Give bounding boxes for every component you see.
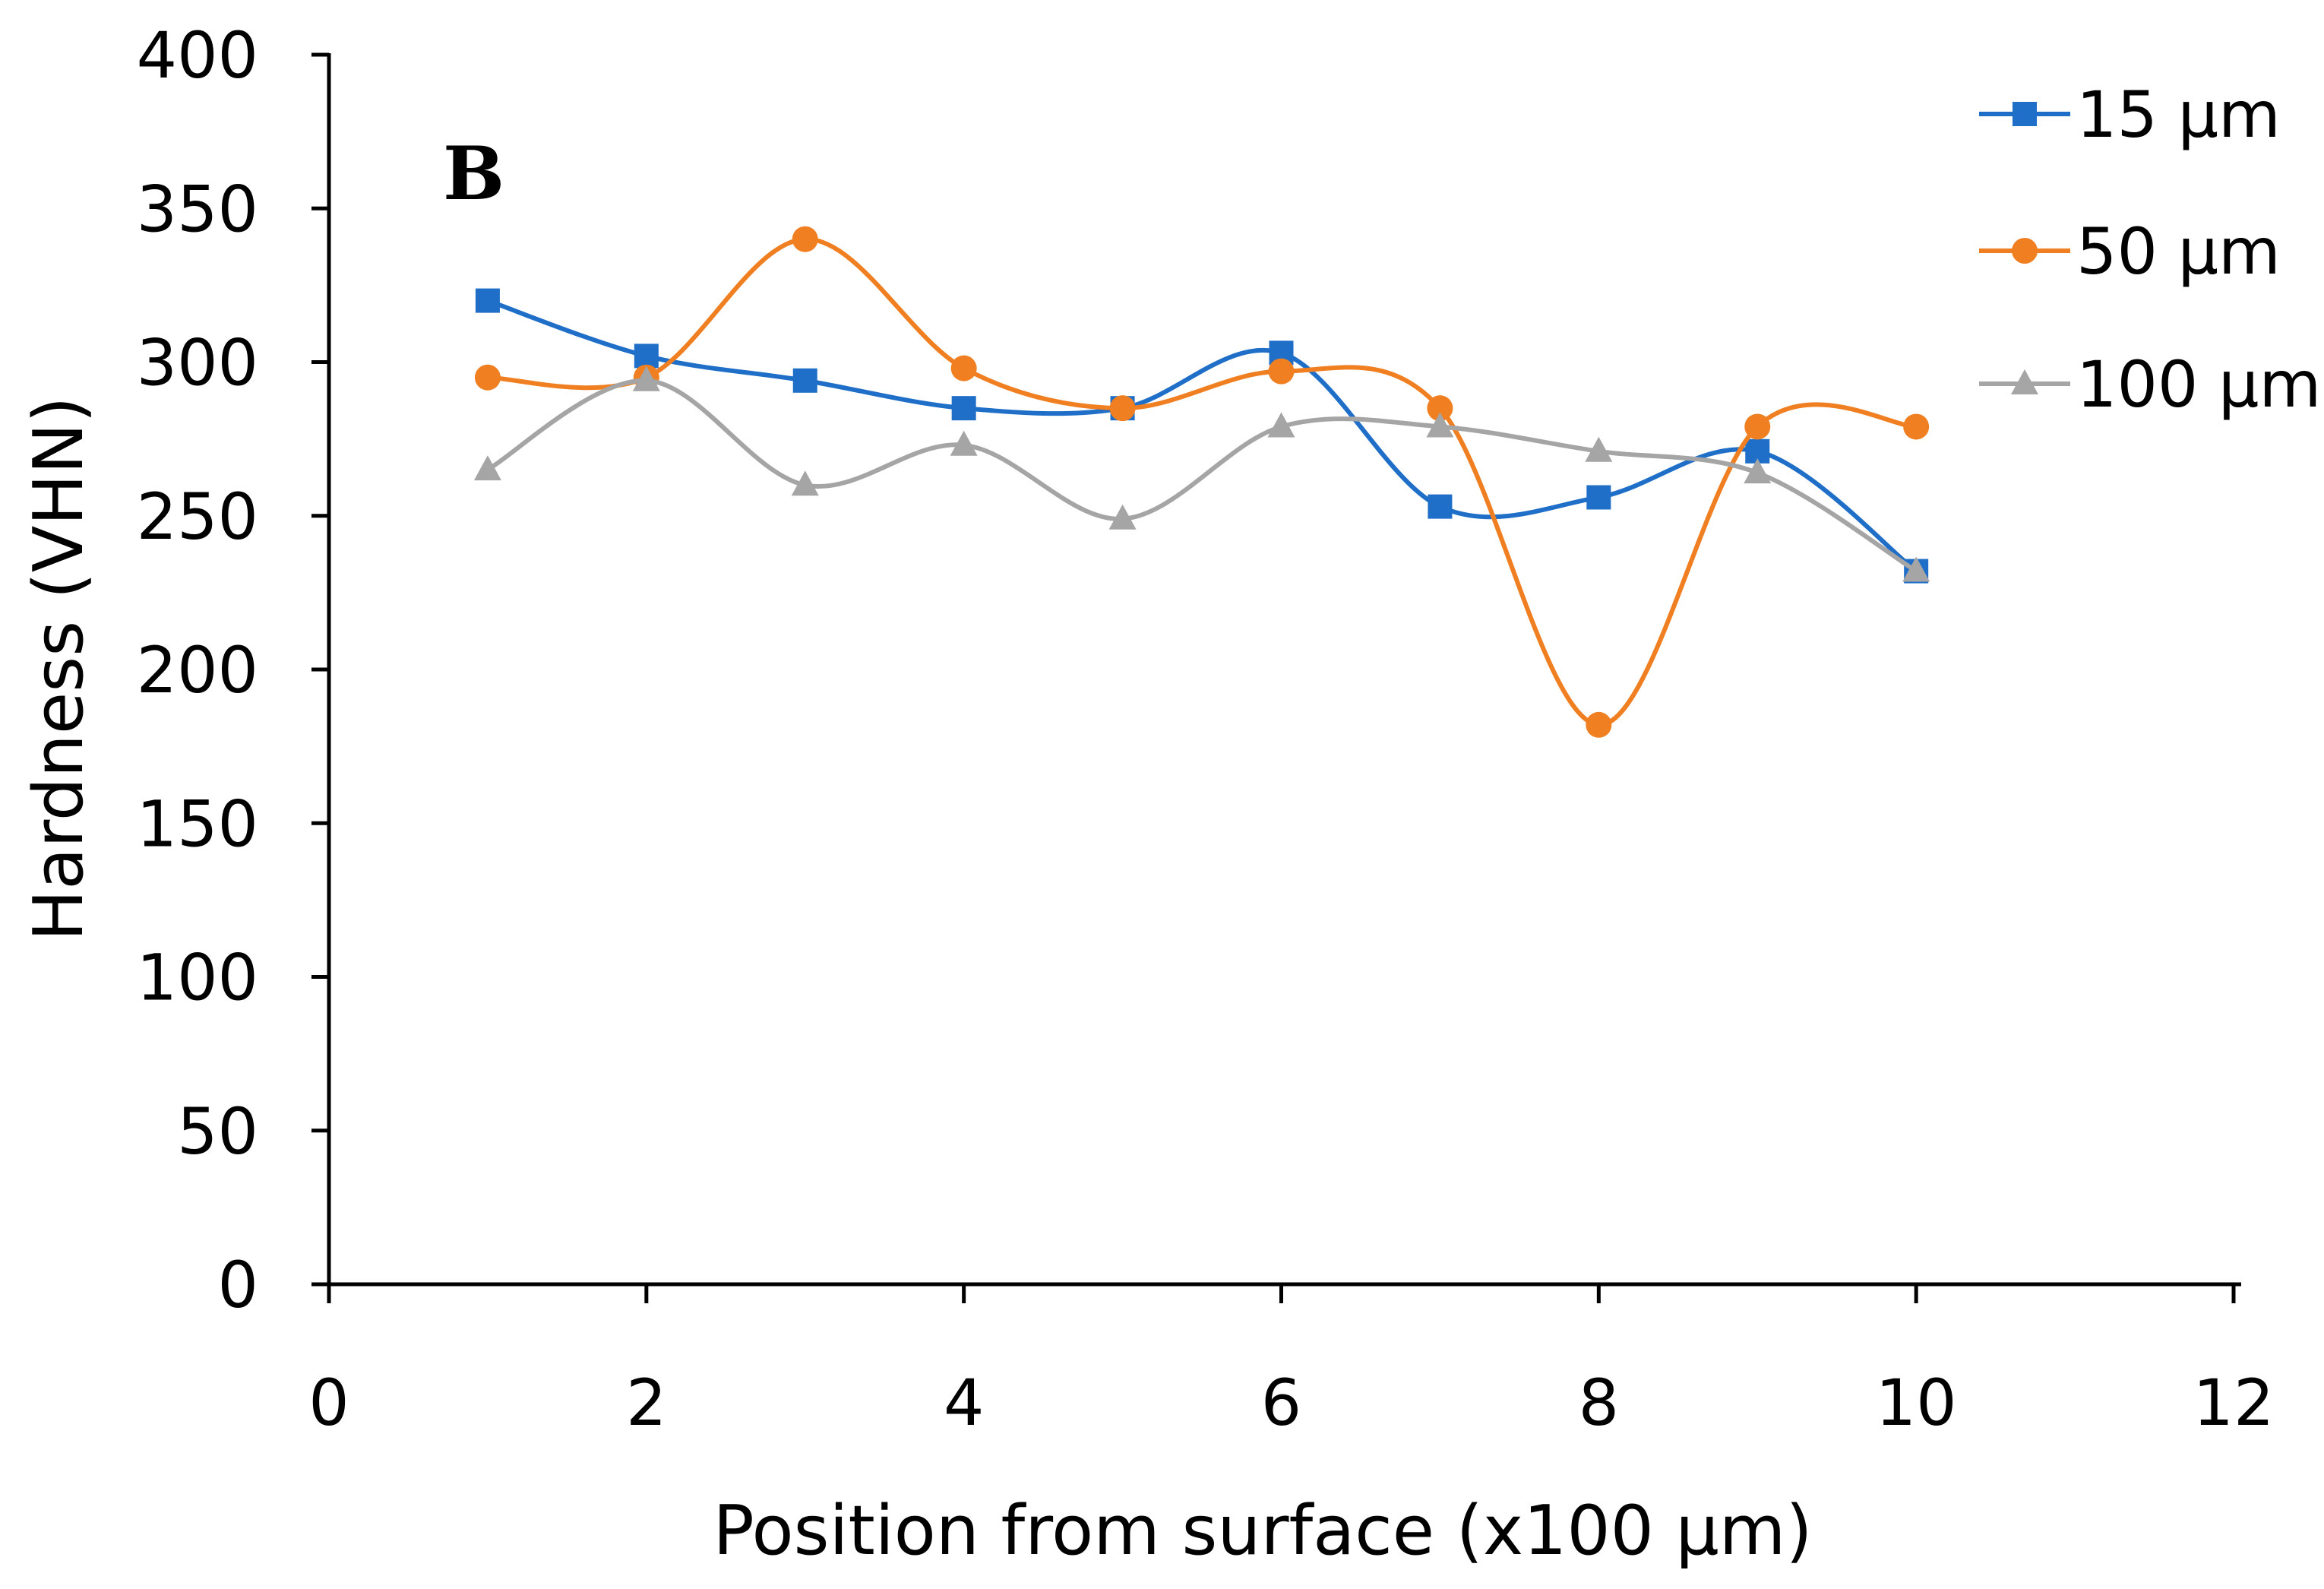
data-point bbox=[1109, 395, 1136, 422]
data-point bbox=[1586, 711, 1612, 738]
x-tick-label: 12 bbox=[2193, 1366, 2275, 1440]
data-point bbox=[1744, 413, 1771, 440]
y-tick-label: 50 bbox=[177, 1094, 258, 1169]
axes bbox=[311, 53, 2241, 1287]
data-point bbox=[1585, 436, 1613, 462]
legend-label: 100 µm bbox=[2076, 347, 2321, 422]
series-1 bbox=[475, 288, 1929, 584]
y-ticks: 0 50 100 150 200 250 300 350 400 bbox=[137, 18, 329, 1322]
series-line bbox=[487, 236, 1917, 727]
data-point bbox=[634, 343, 659, 369]
data-point bbox=[1426, 412, 1454, 438]
x-ticks: 0 2 4 6 8 10 12 bbox=[308, 1284, 2274, 1440]
x-axis-title: Position from surface (x100 µm) bbox=[713, 1491, 1812, 1571]
legend-label: 15 µm bbox=[2076, 78, 2281, 152]
x-tick-label: 0 bbox=[308, 1366, 349, 1440]
series-3 bbox=[473, 366, 1930, 582]
y-tick-label: 300 bbox=[137, 326, 258, 400]
series-line bbox=[486, 378, 1918, 574]
y-tick-label: 400 bbox=[137, 18, 258, 93]
y-tick-label: 200 bbox=[137, 633, 258, 707]
data-point bbox=[792, 226, 818, 252]
data-point bbox=[1903, 413, 1930, 440]
data-point bbox=[632, 366, 660, 391]
legend-marker bbox=[2012, 238, 2038, 264]
y-tick-label: 0 bbox=[218, 1248, 258, 1322]
legend-item: 15 µm bbox=[1979, 78, 2281, 152]
data-point bbox=[791, 470, 819, 496]
data-point bbox=[475, 288, 500, 313]
legend-item: 50 µm bbox=[1979, 214, 2281, 289]
data-point bbox=[474, 364, 501, 391]
series-group bbox=[473, 226, 1930, 738]
data-point bbox=[1586, 485, 1611, 510]
data-point bbox=[950, 355, 977, 381]
x-tick-label: 4 bbox=[944, 1366, 984, 1440]
y-tick-label: 250 bbox=[137, 480, 258, 554]
y-tick-label: 350 bbox=[137, 172, 258, 246]
series-2 bbox=[474, 226, 1930, 738]
data-point bbox=[1428, 494, 1453, 519]
y-axis-title: Hardness (VHN) bbox=[19, 397, 99, 942]
data-point bbox=[1744, 458, 1772, 484]
data-point bbox=[1108, 504, 1137, 530]
data-point bbox=[1427, 395, 1453, 422]
y-tick-label: 100 bbox=[137, 941, 258, 1015]
legend-marker bbox=[2013, 102, 2037, 126]
legend-item: 100 µm bbox=[1979, 347, 2321, 422]
data-point bbox=[950, 430, 978, 456]
x-tick-label: 8 bbox=[1579, 1366, 1619, 1440]
x-tick-label: 2 bbox=[626, 1366, 666, 1440]
data-point bbox=[473, 455, 501, 481]
data-point bbox=[1268, 358, 1295, 385]
legend-label: 50 µm bbox=[2076, 214, 2281, 289]
panel-label: B bbox=[443, 131, 504, 217]
data-point bbox=[1902, 556, 1930, 582]
y-tick-label: 150 bbox=[137, 787, 258, 861]
x-tick-label: 6 bbox=[1261, 1366, 1301, 1440]
legend-marker bbox=[2011, 369, 2038, 394]
legend: 15 µm 50 µm 100 µm bbox=[1979, 78, 2321, 422]
x-tick-label: 10 bbox=[1876, 1366, 1957, 1440]
data-point bbox=[792, 368, 817, 393]
data-point bbox=[1267, 412, 1295, 438]
data-point bbox=[951, 396, 976, 421]
